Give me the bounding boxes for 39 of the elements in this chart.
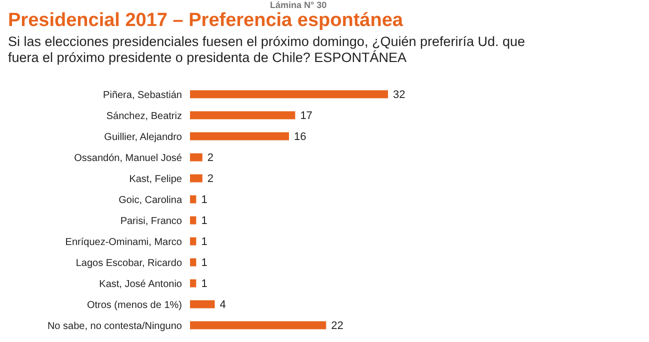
data-label: 2 [207,152,214,164]
data-label: 17 [300,110,312,122]
y-tick-label: Lagos Escobar, Ricardo [76,258,182,270]
y-tick-label: Parisi, Franco [120,216,182,228]
text: Lámina N° 30 [270,0,327,10]
y-tick-label: Kast, José Antonio [99,279,182,290]
y-tick-label: Kast, Felipe [129,174,182,186]
chart-subtitle: Si las elecciones presidenciales fuesen el próximo domingo, ¿Quién preferiría Ud. que fuera el próximo presidente o presidenta de Chile? ESPONTÁNEA [8,34,526,66]
bar [190,321,326,330]
data-label: 1 [201,194,208,206]
chart-title: Presidencial 2017 – Preferencia espontánea [8,10,403,32]
y-tick-label: Enríquez-Ominami, Marco [65,237,182,248]
bar [190,153,202,162]
data-label: 22 [331,320,344,332]
y-tick-label: No sabe, no contesta/Ninguno [47,321,182,332]
bar [190,300,215,308]
y-tick-label: Piñera, Sebastián [103,90,182,102]
bar [190,132,289,140]
y-tick-label: Guillier, Alejandro [104,132,182,144]
data-label: 1 [201,236,208,248]
bar [190,237,196,246]
bar [190,174,202,182]
bar [190,111,296,120]
data-label: 4 [220,299,226,312]
bar [190,258,196,266]
bar [190,195,196,204]
bar [190,90,388,98]
bar [190,279,196,288]
y-tick-label: Otros (menos de 1%) [86,300,182,312]
data-label: 16 [294,131,306,144]
bar [190,216,196,224]
data-label: 1 [201,278,208,290]
data-label: 2 [207,173,214,186]
y-tick-label: Goic, Carolina [118,195,182,206]
data-label: 1 [201,215,208,228]
data-label: 1 [201,257,208,270]
y-tick-label: Sánchez, Beatriz [106,111,182,122]
y-tick-label: Ossandón, Manuel José [74,153,182,164]
data-label: 32 [393,89,406,102]
